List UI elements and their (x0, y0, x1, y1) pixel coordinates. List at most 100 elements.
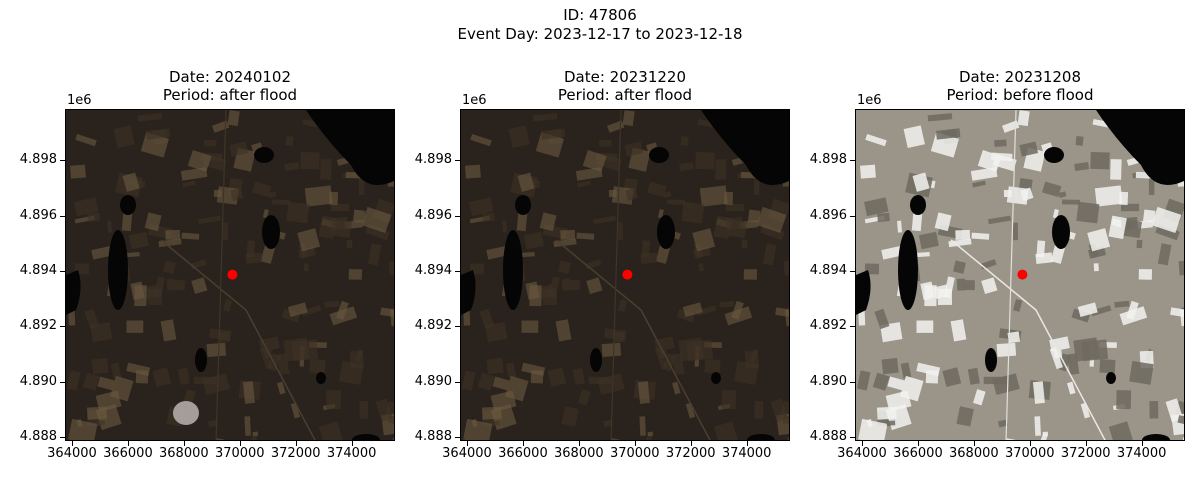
field-patch (291, 340, 318, 362)
field-patch (87, 407, 107, 420)
y-tick-label: 4.888 (7, 429, 57, 444)
field-patch (207, 343, 227, 357)
y-tick-label: 4.896 (7, 208, 57, 223)
y-tick-mark (455, 216, 460, 217)
field-patch (286, 136, 294, 146)
field-patch (331, 204, 349, 212)
x-tick-mark (635, 441, 636, 446)
panel-period: Period: before flood (855, 86, 1185, 104)
field-patch (300, 152, 319, 169)
y-tick-mark (60, 326, 65, 327)
field-patch (359, 401, 368, 419)
field-patch (1137, 240, 1143, 248)
field-patch (599, 140, 612, 147)
field-patch (965, 280, 975, 290)
field-patch (1034, 416, 1041, 436)
field-patch (860, 165, 876, 179)
field-patch (681, 136, 689, 146)
panel-period: Period: after flood (65, 86, 395, 104)
y-tick-label: 4.896 (402, 208, 452, 223)
field-patch (1018, 110, 1030, 126)
field-patch (704, 359, 720, 373)
field-patch (326, 390, 341, 409)
field-patch (667, 199, 685, 204)
field-patch (347, 240, 353, 248)
y-tick-mark (455, 437, 460, 438)
lake (515, 195, 531, 215)
field-patch (648, 432, 653, 436)
x-tick-mark (1142, 441, 1143, 446)
field-patch (695, 152, 714, 169)
lake (108, 230, 128, 310)
field-patch (641, 240, 650, 257)
field-patch (286, 202, 309, 224)
field-patch (589, 377, 612, 384)
field-patch (1076, 202, 1099, 224)
cloud (173, 401, 199, 425)
satellite-image (460, 109, 790, 441)
field-patch (726, 204, 744, 212)
satellite-scene (461, 110, 790, 441)
panel-date: Date: 20231208 (855, 68, 1185, 86)
field-patch (482, 407, 502, 420)
x-tick-mark (184, 441, 185, 446)
y-tick-label: 4.898 (402, 152, 452, 167)
field-patch (253, 432, 258, 436)
location-marker (622, 270, 632, 280)
panel-title: Date: 20231220 Period: after flood (460, 68, 790, 104)
field-patch (602, 343, 622, 357)
panel-title: Date: 20240102 Period: after flood (65, 68, 395, 104)
field-patch (576, 233, 594, 240)
field-patch (754, 401, 763, 419)
y-tick-mark (850, 160, 855, 161)
field-patch (715, 159, 726, 180)
lake (195, 348, 207, 372)
y-tick-label: 4.892 (797, 318, 847, 333)
x-tick-mark (918, 441, 919, 446)
y-tick-label: 4.890 (797, 374, 847, 389)
field-patch (1119, 192, 1128, 205)
satellite-image (855, 109, 1185, 441)
x-tick-label: 370000 (210, 446, 270, 461)
y-axis-offset-label: 1e6 (462, 93, 487, 108)
field-patch (482, 213, 495, 222)
field-patch (1129, 361, 1154, 385)
x-tick-label: 368000 (549, 446, 609, 461)
field-patch (304, 263, 309, 271)
field-patch (465, 165, 481, 179)
field-patch (623, 110, 635, 126)
x-tick-label: 366000 (888, 446, 948, 461)
field-patch (724, 192, 733, 205)
x-tick-label: 370000 (605, 446, 665, 461)
y-tick-label: 4.894 (7, 263, 57, 278)
x-tick-mark (128, 441, 129, 446)
field-patch (955, 230, 970, 240)
panel-date: Date: 20231220 (460, 68, 790, 86)
lake (649, 147, 669, 163)
y-tick-mark (850, 437, 855, 438)
y-tick-label: 4.888 (797, 429, 847, 444)
field-patch (681, 202, 704, 224)
x-tick-mark (72, 441, 73, 446)
x-tick-mark (1030, 441, 1031, 446)
y-tick-mark (850, 382, 855, 383)
field-patch (492, 421, 501, 426)
field-patch (887, 421, 896, 426)
y-tick-mark (850, 326, 855, 327)
y-tick-mark (850, 271, 855, 272)
location-marker (227, 270, 237, 280)
x-tick-mark (352, 441, 353, 446)
x-tick-mark (579, 441, 580, 446)
x-tick-label: 366000 (98, 446, 158, 461)
x-tick-label: 372000 (661, 446, 721, 461)
x-tick-label: 368000 (154, 446, 214, 461)
field-patch (570, 280, 580, 290)
field-patch (994, 140, 1007, 147)
panel-period: Period: after flood (460, 86, 790, 104)
y-tick-mark (850, 216, 855, 217)
y-tick-mark (455, 160, 460, 161)
y-axis-offset-label: 1e6 (67, 93, 92, 108)
x-tick-mark (691, 441, 692, 446)
lake (657, 215, 675, 249)
field-patch (1081, 340, 1108, 362)
